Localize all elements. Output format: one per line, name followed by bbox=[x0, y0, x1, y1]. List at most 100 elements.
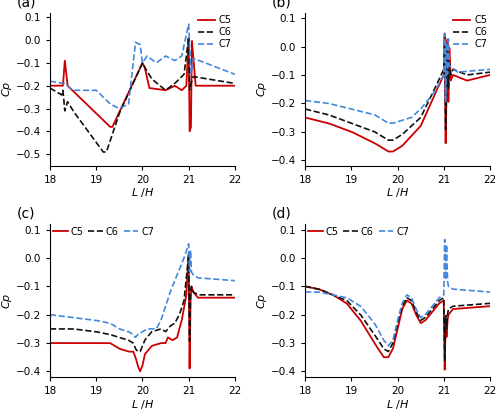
C5 bbox=[392, 148, 398, 153]
C7 bbox=[392, 120, 398, 125]
C7 bbox=[386, 343, 392, 348]
Line: C7: C7 bbox=[50, 244, 235, 337]
C7 bbox=[302, 98, 308, 103]
C5 bbox=[232, 295, 238, 300]
C6 bbox=[392, 331, 398, 336]
C5 bbox=[137, 369, 143, 374]
C7 bbox=[132, 334, 138, 339]
C7 bbox=[482, 67, 488, 72]
C5 bbox=[186, 250, 192, 255]
C7 bbox=[226, 278, 232, 283]
Line: C5: C5 bbox=[50, 38, 235, 131]
C6 bbox=[56, 91, 62, 96]
C7 bbox=[137, 331, 143, 336]
C7 bbox=[487, 67, 493, 72]
C6 bbox=[226, 292, 232, 297]
C7 bbox=[442, 237, 448, 242]
C6 bbox=[448, 305, 454, 310]
C5 bbox=[487, 72, 493, 78]
C5 bbox=[186, 36, 192, 41]
C6 bbox=[448, 72, 454, 77]
Line: C6: C6 bbox=[305, 39, 490, 140]
C6 bbox=[226, 80, 232, 85]
C7 bbox=[487, 290, 493, 295]
C5 bbox=[482, 74, 488, 79]
Y-axis label: $Cp$: $Cp$ bbox=[0, 81, 14, 97]
C7 bbox=[302, 290, 308, 295]
C5 bbox=[487, 304, 493, 309]
C5 bbox=[47, 341, 53, 346]
C7 bbox=[232, 278, 238, 283]
C6 bbox=[312, 286, 318, 291]
C5 bbox=[226, 83, 232, 88]
C6 bbox=[132, 76, 138, 81]
Line: C5: C5 bbox=[305, 34, 490, 152]
C5 bbox=[137, 368, 143, 373]
C5 bbox=[137, 66, 143, 71]
C6 bbox=[186, 253, 192, 258]
C6 bbox=[226, 292, 232, 297]
C6 bbox=[387, 346, 393, 351]
C6 bbox=[132, 345, 138, 350]
C7 bbox=[193, 57, 199, 62]
C5 bbox=[193, 83, 199, 88]
C6 bbox=[482, 70, 488, 75]
C5 bbox=[302, 284, 308, 289]
Y-axis label: $Cp$: $Cp$ bbox=[256, 81, 270, 97]
C6 bbox=[386, 138, 392, 143]
C5 bbox=[232, 83, 238, 88]
Line: C6: C6 bbox=[50, 255, 235, 352]
Line: C7: C7 bbox=[305, 240, 490, 346]
C6 bbox=[137, 66, 143, 71]
C5 bbox=[226, 295, 232, 300]
C5 bbox=[482, 304, 488, 309]
C6 bbox=[100, 150, 106, 155]
C6 bbox=[193, 291, 199, 296]
C7 bbox=[386, 121, 392, 126]
Legend: C5, C6, C7: C5, C6, C7 bbox=[198, 16, 232, 49]
C7 bbox=[312, 290, 318, 295]
Text: (d): (d) bbox=[272, 207, 291, 221]
C6 bbox=[482, 301, 488, 306]
C7 bbox=[132, 44, 138, 49]
C5 bbox=[482, 74, 488, 79]
C7 bbox=[56, 313, 62, 318]
Line: C6: C6 bbox=[305, 286, 490, 361]
C7 bbox=[226, 70, 232, 75]
C7 bbox=[132, 335, 138, 340]
C5 bbox=[387, 149, 393, 154]
C6 bbox=[482, 301, 488, 306]
C7 bbox=[226, 278, 232, 283]
C7 bbox=[482, 289, 488, 294]
C7 bbox=[448, 285, 454, 290]
C7 bbox=[482, 67, 488, 72]
C5 bbox=[47, 83, 53, 88]
C6 bbox=[226, 80, 232, 85]
C5 bbox=[392, 337, 398, 342]
C7 bbox=[47, 79, 53, 84]
C6 bbox=[137, 349, 143, 354]
C5 bbox=[186, 129, 192, 134]
C7 bbox=[232, 72, 238, 77]
C7 bbox=[186, 22, 192, 27]
C6 bbox=[482, 70, 488, 75]
C7 bbox=[448, 64, 454, 69]
C7 bbox=[116, 106, 122, 111]
C6 bbox=[186, 35, 192, 40]
Y-axis label: $Cp$: $Cp$ bbox=[256, 292, 270, 309]
C7 bbox=[47, 312, 53, 317]
C5 bbox=[448, 78, 454, 83]
C6 bbox=[302, 106, 308, 111]
C5 bbox=[482, 304, 488, 309]
C6 bbox=[302, 284, 308, 289]
X-axis label: $L$ $/H$: $L$ $/H$ bbox=[386, 186, 409, 199]
Line: C5: C5 bbox=[50, 253, 235, 371]
C6 bbox=[193, 75, 199, 80]
C5 bbox=[226, 295, 232, 300]
C5 bbox=[442, 31, 448, 36]
C7 bbox=[137, 42, 143, 47]
Line: C7: C7 bbox=[50, 24, 235, 109]
X-axis label: $L$ $/H$: $L$ $/H$ bbox=[131, 398, 154, 411]
C7 bbox=[387, 341, 393, 346]
Text: (c): (c) bbox=[16, 207, 35, 221]
